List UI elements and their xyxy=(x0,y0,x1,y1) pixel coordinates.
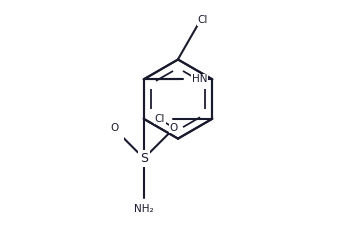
Text: O: O xyxy=(169,123,178,133)
Text: NH₂: NH₂ xyxy=(134,204,154,214)
Text: S: S xyxy=(140,152,148,165)
Text: Cl: Cl xyxy=(197,15,208,25)
Text: Cl: Cl xyxy=(155,114,165,124)
Text: O: O xyxy=(110,123,119,133)
Text: HN: HN xyxy=(192,74,207,84)
